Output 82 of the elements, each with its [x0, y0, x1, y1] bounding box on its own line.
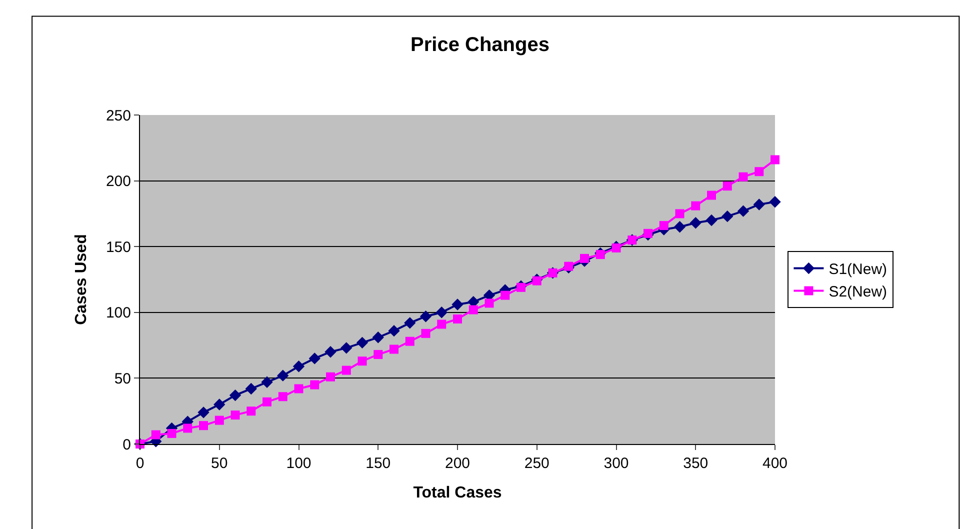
point: [691, 201, 700, 210]
point: [612, 243, 621, 252]
y-tick-label: 250: [106, 107, 131, 124]
point: [468, 305, 478, 314]
point: [516, 282, 526, 292]
point: [770, 155, 780, 164]
point: [453, 314, 462, 324]
point: [214, 398, 226, 410]
point: [500, 290, 510, 300]
point: [644, 228, 652, 238]
point: [342, 366, 351, 375]
point: [421, 328, 430, 338]
x-tick-label: 50: [211, 455, 228, 472]
point: [356, 336, 368, 349]
point: [388, 324, 400, 337]
x-axis-title: Total Cases: [413, 484, 502, 502]
point: [326, 372, 335, 382]
point: [167, 428, 176, 438]
y-tick-label: 200: [106, 173, 131, 190]
point: [596, 250, 605, 259]
point: [722, 182, 732, 191]
y-tick-label: 100: [106, 304, 131, 322]
point: [674, 221, 686, 233]
point: [564, 262, 574, 271]
point: [690, 217, 702, 229]
x-tick-label: 0: [136, 455, 144, 472]
legend-label: S2(New): [828, 284, 888, 301]
point: [277, 370, 289, 382]
y-axis-title: Cases Used: [72, 234, 90, 325]
chart-title: Price Changes: [410, 34, 550, 56]
point: [183, 424, 192, 433]
point: [390, 344, 398, 354]
point: [706, 214, 718, 226]
point: [374, 350, 383, 360]
point: [308, 352, 320, 364]
point: [246, 406, 256, 416]
point: [199, 421, 208, 430]
y-tick-label: 150: [106, 238, 131, 256]
point: [214, 416, 224, 425]
x-tick-label: 150: [366, 455, 391, 472]
point: [372, 332, 384, 344]
x-tick-label: 100: [286, 455, 312, 472]
point: [737, 205, 750, 217]
point: [707, 190, 716, 200]
point: [292, 360, 305, 372]
point: [722, 210, 734, 222]
point: [310, 380, 320, 390]
x-tick-label: 200: [444, 455, 470, 472]
point: [198, 406, 210, 418]
point: [532, 276, 542, 286]
point: [580, 254, 589, 263]
point: [484, 298, 494, 308]
point: [294, 384, 304, 394]
point: [769, 196, 781, 208]
point: [675, 209, 684, 218]
point: [754, 167, 764, 176]
point: [659, 221, 668, 230]
y-tick-label: 50: [114, 370, 131, 388]
point: [230, 410, 240, 420]
point: [262, 397, 272, 406]
x-tick-label: 300: [604, 455, 629, 472]
x-tick-label: 350: [683, 455, 708, 472]
y-tick-label: 0: [122, 436, 131, 454]
point: [324, 346, 336, 358]
point: [151, 430, 160, 440]
point: [420, 310, 432, 322]
point: [437, 320, 446, 329]
point: [404, 317, 416, 329]
x-tick-label: 400: [762, 455, 788, 472]
point: [245, 382, 257, 395]
point: [340, 342, 352, 354]
point: [358, 356, 367, 366]
point: [738, 172, 748, 182]
point: [405, 336, 414, 346]
point: [753, 198, 765, 210]
point: [229, 389, 242, 402]
point: [436, 306, 448, 318]
legend-label: S1(New): [828, 261, 888, 278]
point: [261, 376, 273, 388]
point: [278, 392, 288, 402]
point: [452, 298, 464, 310]
x-tick-label: 250: [524, 455, 550, 472]
